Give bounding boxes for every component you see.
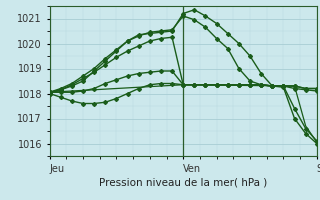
- X-axis label: Pression niveau de la mer( hPa ): Pression niveau de la mer( hPa ): [99, 178, 267, 188]
